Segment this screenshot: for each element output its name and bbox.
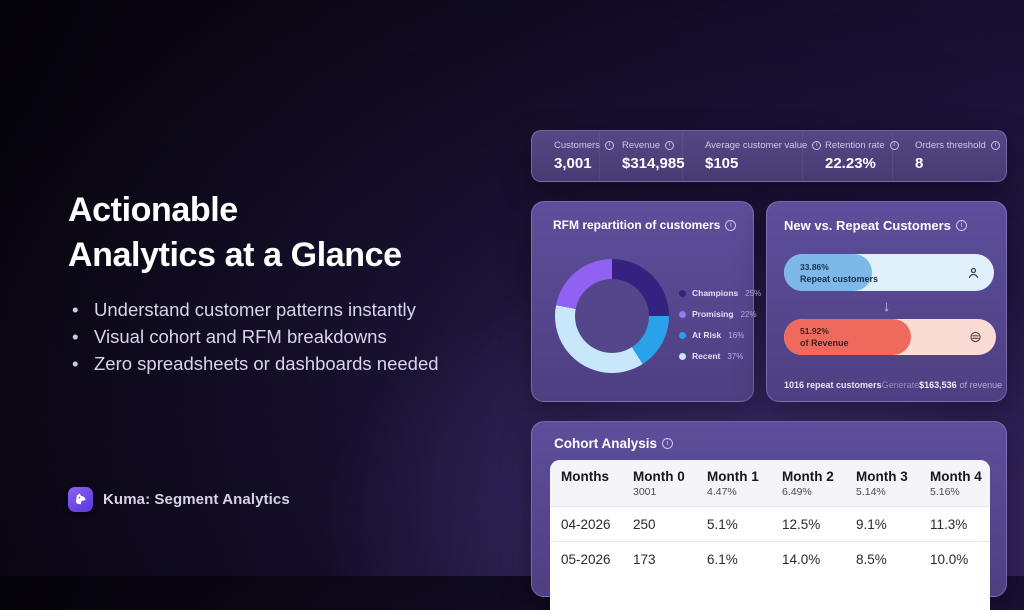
metric-orders-threshold: Orders threshold 8 bbox=[892, 131, 1006, 181]
cohort-table: Months Month 0 3001 Month 1 4.47% Month … bbox=[550, 460, 990, 610]
legend-item-champions: Champions 25% bbox=[679, 288, 761, 298]
revenue-share-fill: 51.92% of Revenue bbox=[784, 319, 912, 355]
cohort-header-cell: Month 3 5.14% bbox=[856, 469, 908, 498]
repeat-count-text: 1016 repeat customers bbox=[784, 380, 882, 390]
repeat-pct: 33.86% bbox=[800, 261, 829, 272]
cohort-cell: 250 bbox=[633, 516, 656, 532]
kuma-dog-logo-icon bbox=[68, 487, 93, 512]
revenue-amount-value: $163,536 bbox=[919, 380, 957, 390]
legend-label: At Risk bbox=[692, 330, 722, 340]
metric-avg-customer-value: Average customer value $105 bbox=[682, 131, 822, 181]
cohort-cell: 6.1% bbox=[707, 551, 738, 567]
metric-label: Average customer value bbox=[705, 140, 808, 151]
info-icon[interactable] bbox=[665, 141, 675, 150]
legend-dot-icon bbox=[679, 331, 686, 339]
info-icon[interactable] bbox=[990, 141, 1000, 150]
cohort-header-cell: Month 0 3001 bbox=[633, 469, 685, 498]
headline-line1: Actionable bbox=[68, 191, 238, 229]
revenue-pct: 51.92% bbox=[800, 326, 829, 336]
page-title: Actionable Analytics at a Glance bbox=[68, 188, 402, 278]
rfm-donut-chart bbox=[555, 259, 669, 373]
metric-retention-rate: Retention rate 22.23% bbox=[802, 131, 899, 181]
cohort-cell: 10.0% bbox=[930, 551, 969, 567]
metrics-summary-bar: Customers 3,001 Revenue $314,985 Average… bbox=[531, 130, 1007, 182]
legend-item-promising: Promising 22% bbox=[679, 309, 761, 319]
legend-label: Promising bbox=[692, 309, 734, 319]
info-icon[interactable] bbox=[662, 438, 674, 449]
cohort-cell: 04-2026 bbox=[561, 516, 611, 532]
cohort-cell: 12.5% bbox=[782, 516, 821, 532]
feature-bullet: Understand customer patterns instantly bbox=[70, 296, 439, 323]
arrow-down-icon bbox=[767, 298, 1006, 315]
info-icon[interactable] bbox=[604, 141, 614, 150]
legend-pct: 37% bbox=[727, 351, 744, 361]
cohort-cell: 05-2026 bbox=[561, 551, 611, 567]
info-icon[interactable] bbox=[889, 141, 899, 150]
metric-label: Customers bbox=[554, 140, 600, 151]
promo-screenshot: Actionable Analytics at a Glance Underst… bbox=[0, 0, 1024, 576]
rfm-repartition-card: RFM repartition of customers Champions 2… bbox=[531, 201, 761, 402]
cohort-header-cell: Month 2 6.49% bbox=[782, 469, 834, 498]
legend-dot-icon bbox=[679, 310, 686, 318]
legend-pct: 22% bbox=[740, 309, 757, 319]
metric-label: Revenue bbox=[622, 140, 661, 151]
generate-text: Generate bbox=[881, 380, 920, 390]
metric-customers: Customers 3,001 bbox=[532, 131, 614, 181]
metric-value: $314,985 bbox=[622, 155, 685, 172]
metric-value: $105 bbox=[705, 155, 739, 172]
cohort-analysis-card: Cohort Analysis Months Month 0 3001 Mont… bbox=[531, 421, 1007, 610]
repeat-customers-progress: 33.86% Repeat customers bbox=[784, 254, 994, 291]
legend-label: Champions bbox=[692, 288, 739, 298]
metric-value: 3,001 bbox=[554, 155, 592, 172]
legend-dot-icon bbox=[679, 352, 686, 360]
legend-pct: 16% bbox=[728, 330, 745, 340]
cohort-header-cell: Month 4 5.16% bbox=[930, 469, 982, 498]
cohort-header-row: Months Month 0 3001 Month 1 4.47% Month … bbox=[550, 460, 990, 506]
feature-bullet-list: Understand customer patterns instantly V… bbox=[70, 296, 439, 377]
metric-value: 8 bbox=[915, 155, 924, 172]
cohort-cell: 11.3% bbox=[930, 516, 968, 532]
donut-hole bbox=[575, 279, 649, 353]
table-row: 04-2026 250 5.1% 12.5% 9.1% 11.3% bbox=[550, 506, 990, 541]
info-icon[interactable] bbox=[725, 219, 737, 231]
coins-icon bbox=[968, 330, 983, 345]
cohort-cell: 14.0% bbox=[782, 551, 821, 567]
cohort-cell: 9.1% bbox=[856, 516, 887, 532]
cohort-card-title: Cohort Analysis bbox=[554, 436, 658, 451]
feature-bullet: Visual cohort and RFM breakdowns bbox=[70, 323, 439, 350]
cohort-cell: 5.1% bbox=[707, 516, 738, 532]
new-vs-repeat-card: New vs. Repeat Customers 33.86% Repeat c… bbox=[766, 201, 1007, 402]
legend-item-at-risk: At Risk 16% bbox=[679, 330, 761, 340]
metric-label: Retention rate bbox=[825, 140, 885, 151]
metric-label: Orders threshold bbox=[915, 140, 986, 151]
cohort-header-cell: Months bbox=[561, 469, 609, 484]
nvr-footer: 1016 repeat customers Generate $163,536 o… bbox=[784, 380, 1002, 390]
nvr-card-title: New vs. Repeat Customers bbox=[784, 218, 951, 233]
feature-bullet: Zero spreadsheets or dashboards needed bbox=[70, 350, 439, 377]
app-name: Kuma: Segment Analytics bbox=[103, 491, 290, 508]
metric-value: 22.23% bbox=[825, 155, 876, 172]
table-row: 05-2026 173 6.1% 14.0% 8.5% 10.0% bbox=[550, 541, 990, 576]
cohort-cell: 173 bbox=[633, 551, 656, 567]
info-icon[interactable] bbox=[812, 141, 822, 150]
cohort-cell: 8.5% bbox=[856, 551, 887, 567]
person-icon bbox=[966, 265, 981, 280]
revenue-label: of Revenue bbox=[800, 338, 849, 348]
cohort-header-cell: Month 1 4.47% bbox=[707, 469, 759, 498]
repeat-label: Repeat customers bbox=[800, 273, 879, 284]
headline-line2: Analytics at a Glance bbox=[68, 236, 402, 274]
revenue-share-progress: 51.92% of Revenue bbox=[784, 319, 996, 355]
revenue-amount-suffix: of revenue bbox=[959, 380, 1003, 390]
rfm-card-title: RFM repartition of customers bbox=[553, 218, 721, 232]
app-brand: Kuma: Segment Analytics bbox=[68, 487, 290, 512]
metric-revenue: Revenue $314,985 bbox=[599, 131, 685, 181]
revenue-amount-text: $163,536 of revenue bbox=[919, 380, 1002, 390]
legend-pct: 25% bbox=[745, 288, 762, 298]
rfm-legend: Champions 25% Promising 22% At Risk 16% … bbox=[679, 288, 761, 361]
legend-dot-icon bbox=[679, 289, 686, 297]
legend-item-recent: Recent 37% bbox=[679, 351, 761, 361]
legend-label: Recent bbox=[692, 351, 721, 361]
info-icon[interactable] bbox=[955, 220, 967, 231]
repeat-customers-fill: 33.86% Repeat customers bbox=[784, 254, 879, 291]
